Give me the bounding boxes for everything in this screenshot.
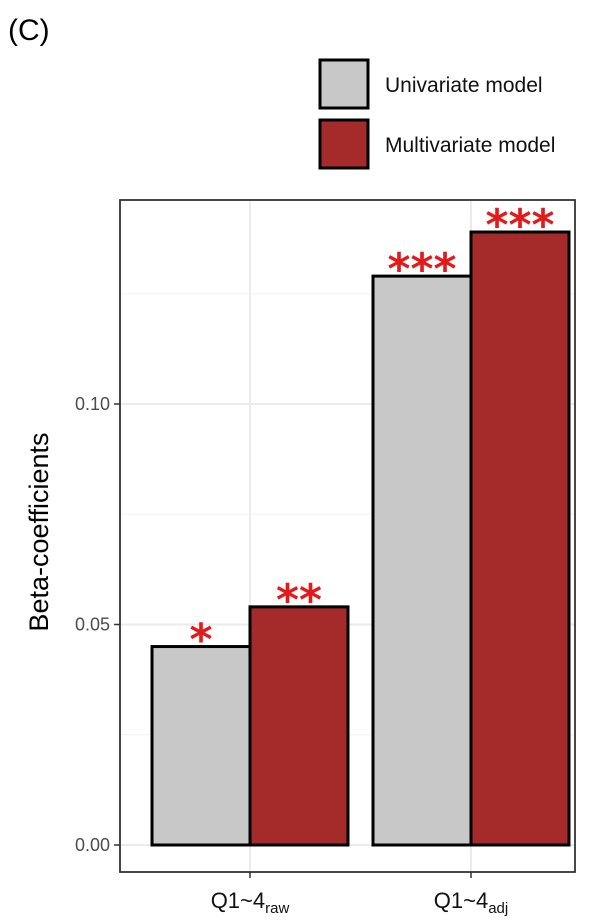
x-tick-label-main-1: Q1~4 — [211, 888, 265, 913]
y-tick-label-3: 0.10 — [75, 394, 110, 414]
bar-multivariate-adj — [469, 230, 571, 847]
legend-label-1: Univariate model — [385, 74, 543, 97]
significance-label-multivariate-adj: *** — [485, 200, 554, 251]
plot-border — [119, 199, 576, 873]
panel-label: (C) — [8, 14, 50, 47]
x-tick-label-sub-1: raw — [265, 900, 289, 917]
y-axis-label: Beta-coefficients — [24, 432, 54, 631]
legend: Univariate model Multivariate model — [318, 58, 555, 170]
significance-label-univariate-adj: *** — [387, 244, 456, 295]
bar-univariate-adj — [371, 274, 473, 847]
significance-label-multivariate-raw: ** — [276, 575, 322, 626]
legend-label-2: Multivariate model — [385, 134, 555, 157]
x-tick-label-sub-2: adj — [488, 900, 508, 917]
bar-multivariate-raw — [248, 605, 350, 847]
bar-univariate-raw — [150, 645, 252, 847]
significance-label-univariate-raw: * — [189, 615, 212, 666]
x-tick-label-2: Q1~4adj — [434, 888, 508, 917]
legend-swatch-2 — [318, 118, 370, 170]
x-tick-label-main-2: Q1~4 — [434, 888, 488, 913]
x-tick-label-1: Q1~4raw — [211, 888, 290, 917]
legend-swatch-1 — [318, 58, 370, 110]
plot-area: 0.000.050.10*********Q1~4raw Q1~4adj — [75, 199, 576, 917]
y-tick-label-2: 0.05 — [75, 615, 110, 635]
y-tick-label-1: 0.00 — [75, 835, 110, 855]
